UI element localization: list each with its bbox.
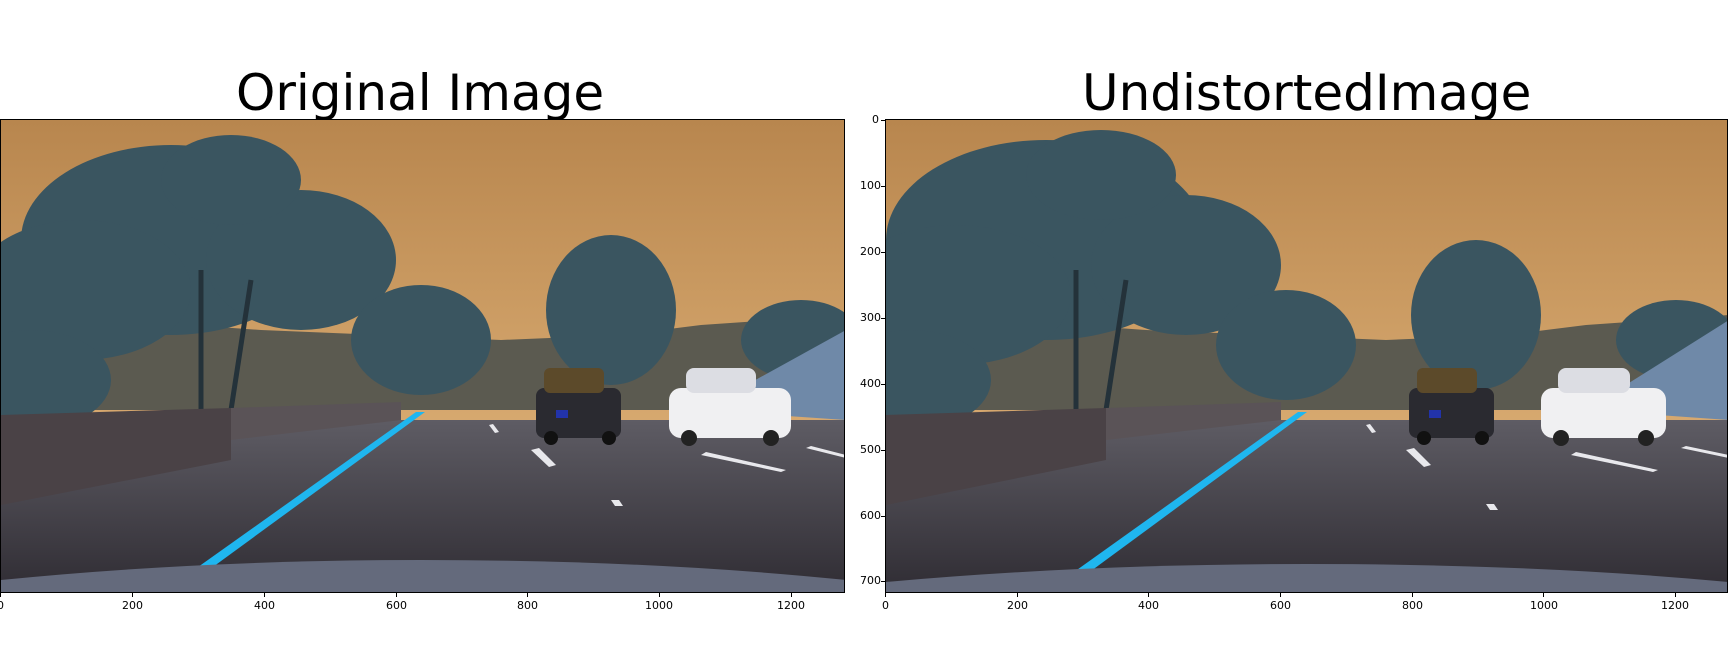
x-tick-label: 400 [254, 599, 275, 612]
dark-car [1409, 368, 1494, 445]
white-car [1541, 368, 1666, 446]
y-tick-label: 0 [872, 113, 879, 126]
x-tick-label: 800 [517, 599, 538, 612]
road-scene-image-original [1, 120, 844, 592]
x-tick-label: 200 [1007, 599, 1028, 612]
image-axes-undistorted [885, 119, 1728, 593]
panel-title-original: Original Image [236, 64, 605, 122]
y-tick-label: 500 [860, 443, 881, 456]
x-tick-label: 0 [0, 599, 4, 612]
x-tick-label: 600 [1270, 599, 1291, 612]
y-tick-label: 400 [860, 377, 881, 390]
image-axes-original [0, 119, 845, 593]
y-tick-label: 200 [860, 245, 881, 258]
white-car [669, 368, 791, 446]
y-tick-label: 300 [860, 311, 881, 324]
panel-undistorted: UndistortedImage [844, 0, 1728, 648]
dark-car [536, 368, 621, 445]
panel-original: Original Image [0, 0, 845, 648]
x-tick-label: 400 [1138, 599, 1159, 612]
y-tick-label: 700 [860, 574, 881, 587]
panel-title-undistorted: UndistortedImage [1082, 64, 1532, 122]
y-tick-label: 100 [860, 179, 881, 192]
x-tick-label: 0 [882, 599, 889, 612]
x-tick-label: 800 [1402, 599, 1423, 612]
x-tick-label: 1000 [645, 599, 673, 612]
x-tick-label: 200 [122, 599, 143, 612]
y-tick-label: 600 [860, 509, 881, 522]
x-tick-label: 1200 [777, 599, 805, 612]
x-tick-label: 1200 [1661, 599, 1689, 612]
x-tick-label: 1000 [1530, 599, 1558, 612]
road-scene-image-undistorted [886, 120, 1727, 592]
x-tick-label: 600 [386, 599, 407, 612]
